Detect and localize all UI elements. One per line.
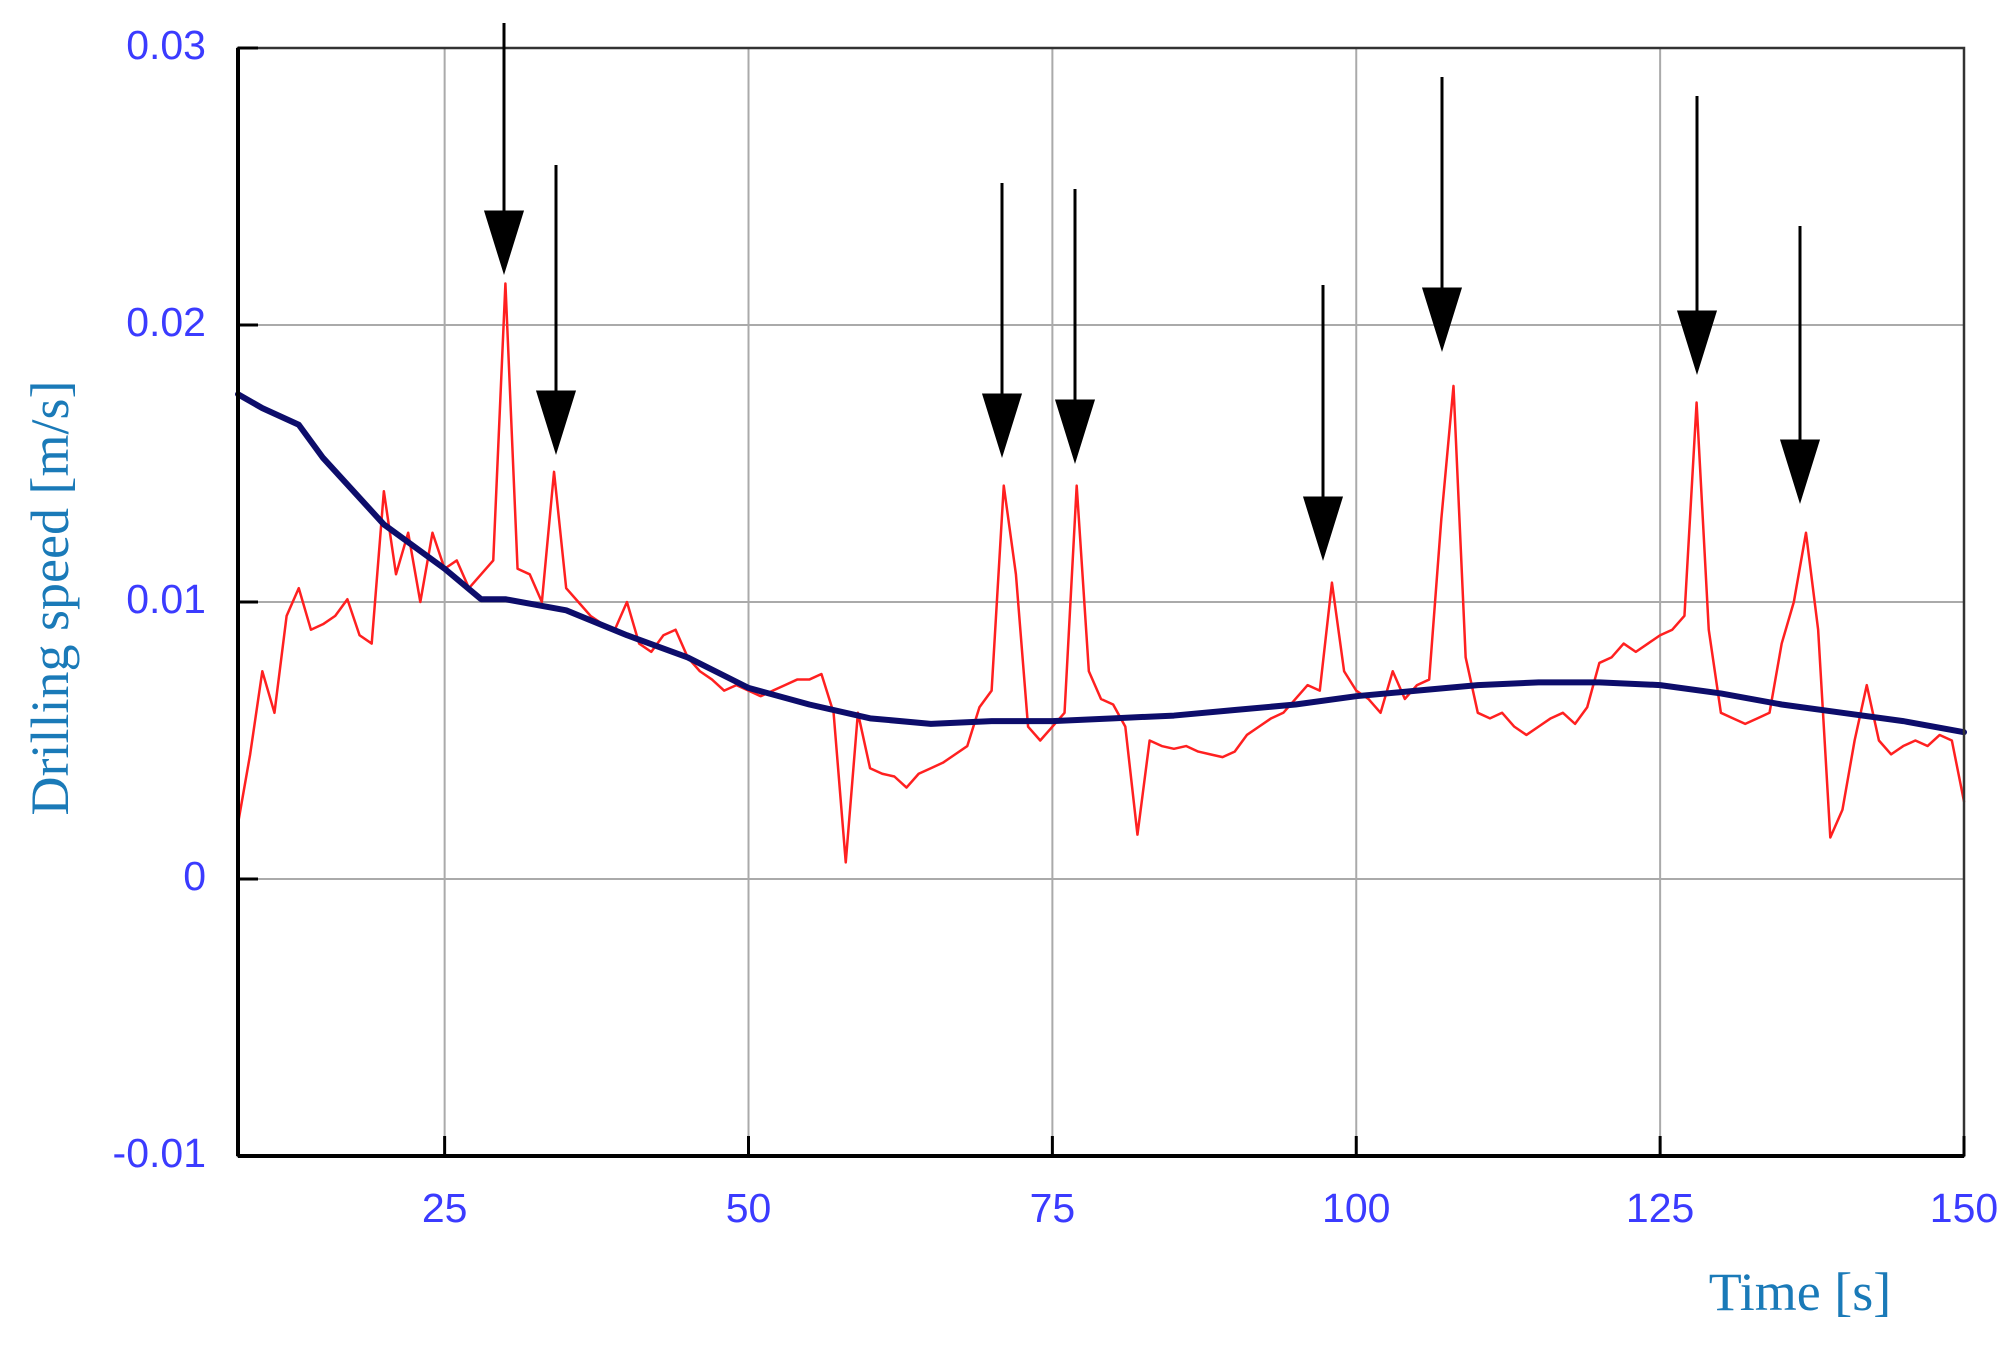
plot-lines bbox=[235, 282, 1967, 864]
series-line bbox=[236, 282, 1966, 864]
y-tick-label: 0.03 bbox=[126, 22, 206, 68]
y-tick-label: -0.01 bbox=[113, 1130, 206, 1176]
y-axis-label: Drilling speed [m/s] bbox=[20, 381, 80, 816]
x-tick-label: 100 bbox=[1322, 1185, 1390, 1231]
arrow-head bbox=[1054, 399, 1096, 465]
series-line bbox=[235, 391, 1967, 736]
arrow-head bbox=[535, 390, 577, 456]
arrow-head bbox=[981, 393, 1023, 459]
x-axis-label: Time [s] bbox=[1709, 1262, 1892, 1322]
arrow-head bbox=[1421, 287, 1463, 353]
y-tick-label: 0.02 bbox=[126, 299, 206, 345]
arrow-head bbox=[1302, 496, 1344, 562]
y-tick-label: 0.01 bbox=[126, 576, 206, 622]
arrows bbox=[483, 23, 1821, 562]
x-tick-label: 125 bbox=[1626, 1185, 1694, 1231]
x-tick-label: 25 bbox=[422, 1185, 468, 1231]
y-tick-label: 0 bbox=[183, 853, 206, 899]
arrow-head bbox=[483, 210, 525, 276]
x-tick-label: 150 bbox=[1930, 1185, 1998, 1231]
x-tick-label: 50 bbox=[726, 1185, 772, 1231]
x-tick-label: 75 bbox=[1030, 1185, 1076, 1231]
arrow-head bbox=[1779, 439, 1821, 505]
arrow-head bbox=[1676, 310, 1718, 376]
